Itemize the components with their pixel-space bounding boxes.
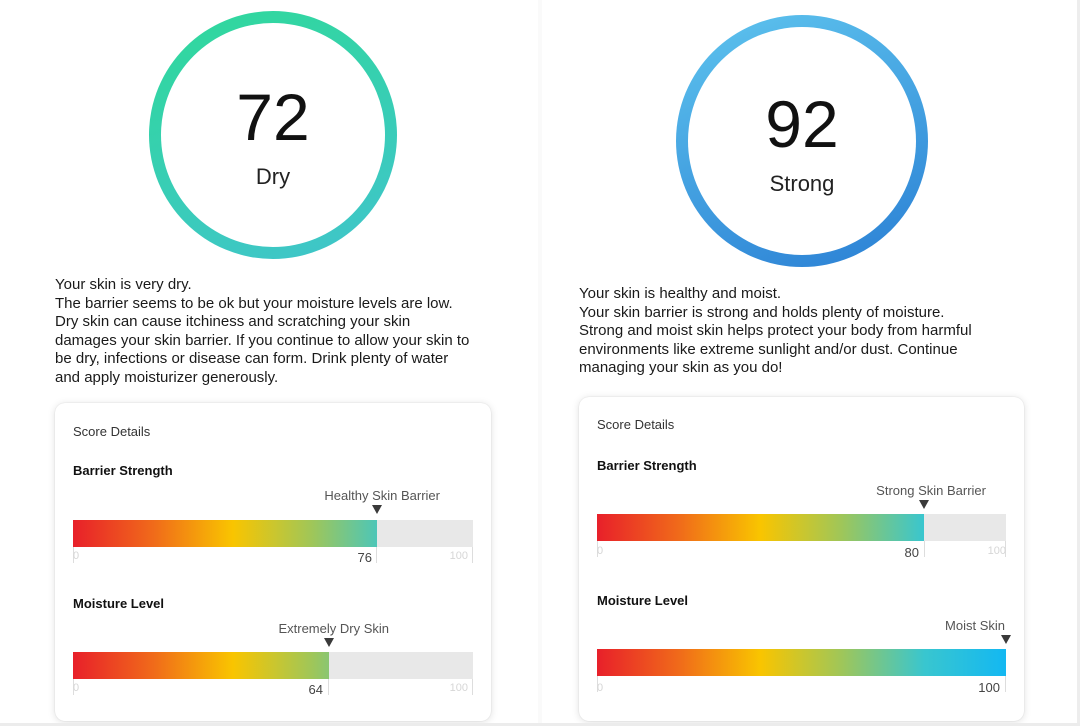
score-description: Your skin is very dry. The barrier seems… — [55, 276, 470, 386]
marker-label: Healthy Skin Barrier — [324, 488, 440, 503]
panel-divider — [538, 0, 542, 726]
metric-label-barrier: Barrier Strength — [73, 463, 173, 478]
metric-value: 100 — [978, 680, 1000, 695]
marker-label: Extremely Dry Skin — [278, 621, 389, 636]
marker-arrow-icon — [919, 500, 929, 509]
moisture-level-bar — [73, 652, 473, 679]
score-description: Your skin is healthy and moist. Your ski… — [579, 285, 972, 377]
score-status: Dry — [255, 164, 291, 189]
scale-min: 0 — [73, 682, 80, 694]
metric-value: 80 — [904, 545, 919, 560]
scale-min: 0 — [73, 550, 80, 562]
score-status: Strong — [769, 171, 835, 196]
barrier-strength-bar — [597, 514, 1006, 541]
right-result-panel: 92 Strong Your skin is healthy and moist… — [540, 0, 1080, 726]
marker-arrow-icon — [372, 505, 382, 514]
marker-arrow-icon — [324, 638, 334, 647]
bar-fill — [597, 514, 925, 541]
score-value: 92 — [765, 87, 839, 161]
moisture-level-bar — [597, 649, 1006, 676]
score-value: 72 — [236, 80, 310, 154]
score-details-card: Score Details Barrier Strength Healthy S… — [55, 403, 491, 721]
marker-label: Strong Skin Barrier — [876, 483, 986, 498]
metric-label-moisture: Moisture Level — [73, 596, 165, 611]
marker-arrow-icon — [1001, 635, 1011, 644]
score-ring: 92 Strong — [676, 15, 928, 267]
card-title: Score Details — [597, 417, 675, 432]
bar-fill — [597, 649, 1006, 676]
scale-min: 0 — [597, 682, 604, 694]
score-details-card: Score Details Barrier Strength Strong Sk… — [579, 397, 1024, 721]
scale-min: 0 — [597, 545, 604, 557]
left-result-panel: 72 Dry Your skin is very dry. The barrie… — [55, 11, 491, 721]
card-title: Score Details — [73, 424, 151, 439]
scale-max: 100 — [987, 545, 1006, 557]
barrier-strength-bar — [73, 520, 473, 547]
scale-max: 100 — [449, 682, 468, 694]
marker-label: Moist Skin — [945, 618, 1005, 633]
metric-value: 76 — [357, 550, 372, 565]
bar-fill — [73, 520, 377, 547]
score-ring: 72 Dry — [149, 11, 397, 259]
metric-label-moisture: Moisture Level — [597, 593, 689, 608]
bar-fill — [73, 652, 329, 679]
scale-max: 100 — [449, 550, 468, 562]
metric-value: 64 — [308, 682, 323, 697]
metric-label-barrier: Barrier Strength — [597, 458, 697, 473]
